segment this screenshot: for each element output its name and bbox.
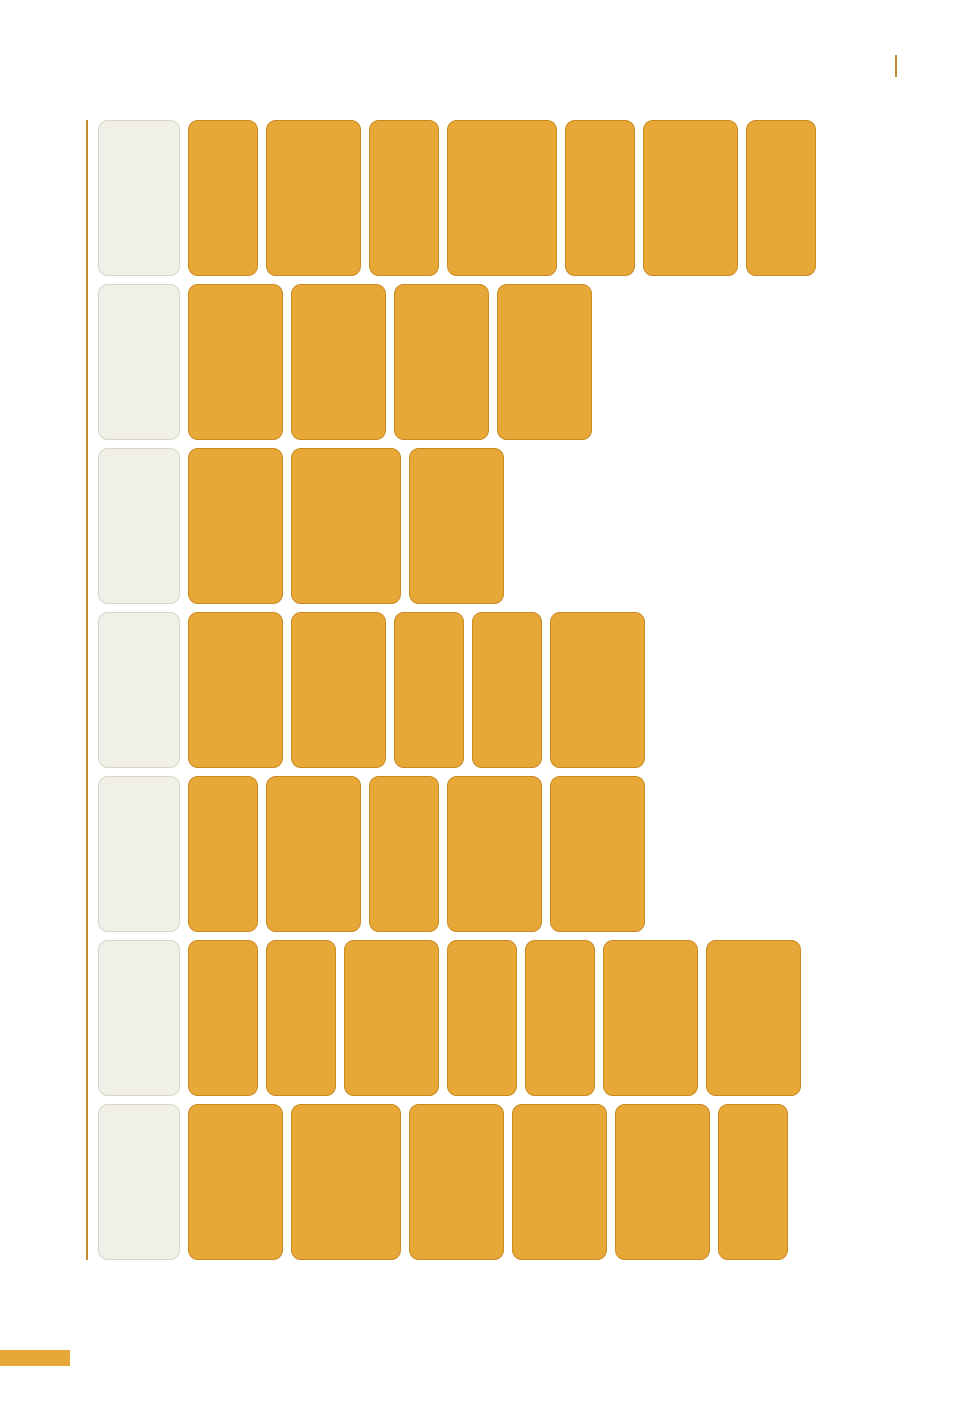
bp-box	[409, 1104, 504, 1260]
bp-box	[188, 612, 283, 768]
bp-box	[188, 776, 258, 932]
bp-box	[643, 120, 738, 276]
bp-box	[472, 612, 542, 768]
column-diretriz-1	[98, 1104, 900, 1260]
bp-box	[369, 120, 439, 276]
diagram-wrapper	[80, 120, 900, 1260]
bp-box	[615, 1104, 710, 1260]
diretriz-box	[98, 776, 180, 932]
bp-box	[291, 1104, 401, 1260]
column-diretriz-6	[98, 284, 900, 440]
diretriz-box	[98, 612, 180, 768]
bp-box	[550, 612, 645, 768]
column-diretriz-3	[98, 776, 900, 932]
running-header	[620, 52, 960, 80]
bp-box	[746, 120, 816, 276]
bp-box	[706, 940, 801, 1096]
diagram-rotated-canvas	[80, 120, 900, 1260]
bp-box	[188, 120, 258, 276]
bp-box	[188, 284, 283, 440]
columns-container	[98, 120, 900, 1260]
header-divider	[895, 55, 897, 77]
column-diretriz-5	[98, 448, 900, 604]
bp-box	[344, 940, 439, 1096]
bp-box	[550, 776, 645, 932]
section-heading	[80, 120, 88, 1260]
bp-box	[266, 120, 361, 276]
bp-box	[291, 612, 386, 768]
bp-box	[188, 940, 258, 1096]
bp-box	[188, 448, 283, 604]
bp-box	[565, 120, 635, 276]
column-diretriz-4	[98, 612, 900, 768]
bp-box	[188, 1104, 283, 1260]
bp-box	[497, 284, 592, 440]
bp-box	[603, 940, 698, 1096]
bp-box	[266, 776, 361, 932]
column-diretriz-2	[98, 940, 900, 1096]
bp-box	[409, 448, 504, 604]
bp-box	[447, 940, 517, 1096]
page-footer	[0, 1350, 82, 1366]
diretriz-box	[98, 940, 180, 1096]
bp-box	[512, 1104, 607, 1260]
diretriz-box	[98, 120, 180, 276]
bp-box	[447, 120, 557, 276]
diretriz-box	[98, 448, 180, 604]
bp-box	[291, 448, 401, 604]
page-container	[0, 0, 960, 1300]
bp-box	[266, 940, 336, 1096]
bp-box	[447, 776, 542, 932]
bp-box	[525, 940, 595, 1096]
footer-accent-bar	[0, 1350, 70, 1366]
bp-box	[394, 612, 464, 768]
bp-box	[291, 284, 386, 440]
column-diretriz-7	[98, 120, 900, 276]
bp-box	[394, 284, 489, 440]
diretriz-box	[98, 284, 180, 440]
bp-box	[718, 1104, 788, 1260]
bp-box	[369, 776, 439, 932]
diretriz-box	[98, 1104, 180, 1260]
